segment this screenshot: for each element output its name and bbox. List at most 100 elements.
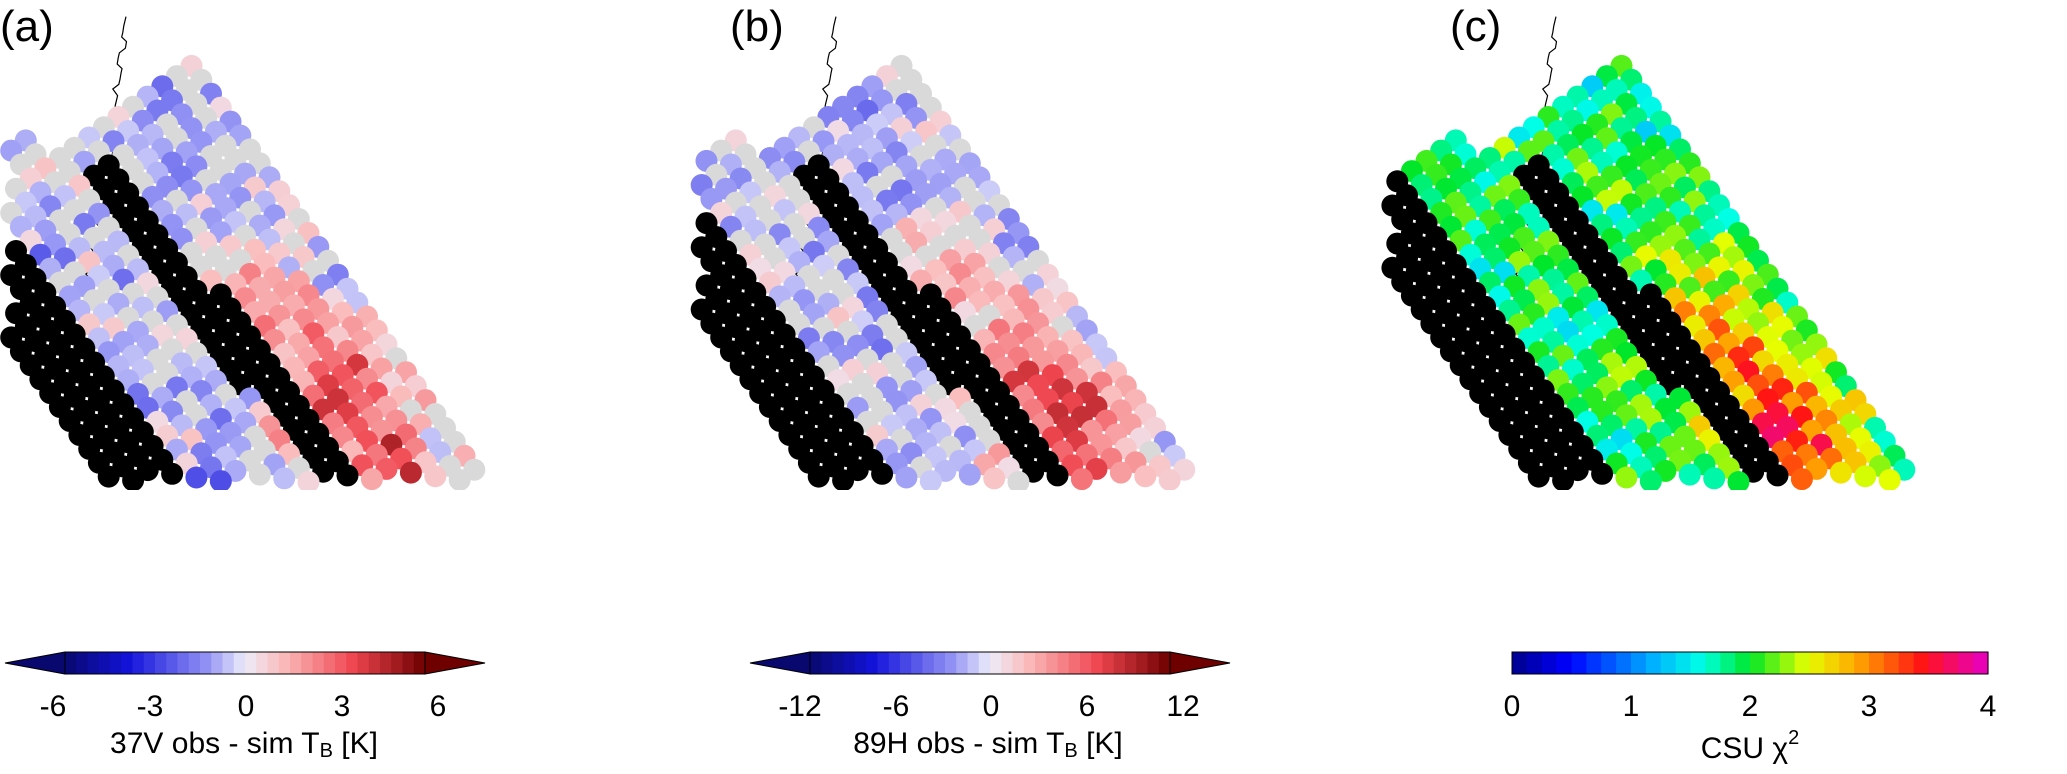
footprint-dot xyxy=(1878,468,1901,490)
footprint-map-a xyxy=(0,16,486,490)
colorbar-segment xyxy=(132,652,145,674)
colorbar-segment xyxy=(110,652,122,674)
colorbar-segment xyxy=(1136,652,1149,674)
colorbar-segment xyxy=(1913,652,1930,674)
colorbar-segment xyxy=(346,652,359,674)
footprint-dot xyxy=(919,470,942,490)
colorbar-segment xyxy=(211,652,224,674)
tick-label: 0 xyxy=(982,690,1000,723)
colorbar-segment xyxy=(267,652,280,674)
footprint-dot xyxy=(1591,462,1614,485)
footprint-map-c xyxy=(1381,16,1916,490)
colorbar-segment xyxy=(1943,652,1959,674)
footprint-map-b xyxy=(690,16,1196,490)
footprint-dot xyxy=(399,461,422,484)
colorbar-segment xyxy=(1869,652,1885,674)
colorbar-segment xyxy=(843,652,856,674)
colorbar-segment xyxy=(1158,652,1171,674)
footprint-dot xyxy=(1134,465,1157,488)
tick-label: -6 xyxy=(882,690,910,723)
tick-label: 2 xyxy=(1741,690,1759,723)
colorbar-segment xyxy=(1898,652,1915,674)
colorbar-segment xyxy=(1645,652,1662,674)
footprint-dot xyxy=(161,462,184,485)
colorbar-segment xyxy=(1764,652,1781,674)
colorbar-segment xyxy=(1046,652,1059,674)
colorbar-segment xyxy=(76,652,89,674)
colorbar-segment xyxy=(335,652,347,674)
footprint-dot xyxy=(1158,468,1181,490)
colorbar-segment xyxy=(188,652,201,674)
footprint-dot xyxy=(97,465,120,488)
colorbar-segment xyxy=(1541,652,1558,674)
colorbar-segment xyxy=(1125,652,1137,674)
colorbar-segment xyxy=(323,652,336,674)
footprint-dot xyxy=(871,462,894,485)
colorbar-segment xyxy=(1839,652,1855,674)
colorbar-segment xyxy=(967,652,980,674)
colorbar-segment xyxy=(1720,652,1736,674)
colorbar-segment xyxy=(245,652,257,674)
colorbar-segment xyxy=(1102,652,1115,674)
colorbar-segment xyxy=(380,652,392,674)
colorbar-b xyxy=(749,651,1231,675)
footprint-dot xyxy=(1678,463,1701,486)
colorbar-segment xyxy=(278,652,291,674)
colorbar-segment xyxy=(1012,652,1025,674)
colorbar-segment xyxy=(1556,652,1573,674)
colorbar-segment xyxy=(1660,652,1677,674)
panel-label-b: (b) xyxy=(730,2,784,51)
colorbar-segment xyxy=(301,652,314,674)
footprint-dot xyxy=(832,469,855,490)
colorbar-segment xyxy=(143,652,156,674)
colorbar-segment xyxy=(1023,652,1036,674)
footprint-dot xyxy=(1854,465,1877,488)
colorbar-segment xyxy=(1586,652,1602,674)
colorbar-outline xyxy=(1511,651,1989,675)
colorbar-segment xyxy=(1928,652,1944,674)
footprint-dot xyxy=(185,466,208,489)
colorbar-segment xyxy=(1809,652,1825,674)
colorbar-segment xyxy=(368,652,381,674)
colorbar-segment xyxy=(1601,652,1617,674)
colorbar-a xyxy=(4,651,486,675)
colorbar-segment xyxy=(1675,652,1692,674)
footprint-dot xyxy=(1639,470,1662,490)
colorbar-segment xyxy=(1035,652,1047,674)
tick-label: 3 xyxy=(333,690,351,723)
colorbar-segment xyxy=(832,652,845,674)
colorbar-segment xyxy=(65,652,77,674)
footprint-dot xyxy=(983,467,1006,490)
colorbar-segment xyxy=(1854,652,1870,674)
colorbar-segment xyxy=(357,652,370,674)
colorbar-segment xyxy=(978,652,991,674)
colorbar-segment xyxy=(233,652,246,674)
footprint-dot xyxy=(1727,471,1750,490)
colorbar-segment xyxy=(810,652,822,674)
colorbar-segment xyxy=(1147,652,1160,674)
colorbar-title-c: CSU χ2 xyxy=(1700,727,1800,765)
colorbar-extend-low xyxy=(749,651,811,675)
colorbar-segment xyxy=(877,652,890,674)
tick-label: 1 xyxy=(1622,690,1640,723)
panel-b: (b) -12 -6 0 6 12 89H obs - sim TB [K] xyxy=(690,0,1380,774)
panel-label-a: (a) xyxy=(0,2,54,51)
footprint-dot xyxy=(297,471,320,490)
footprint-dot xyxy=(1007,471,1030,490)
colorbar-segment xyxy=(1080,652,1092,674)
colorbar-segment xyxy=(222,652,235,674)
panel-label-c: (c) xyxy=(1450,2,1502,51)
footprint-dot xyxy=(1109,461,1132,484)
tick-label: 6 xyxy=(429,690,447,723)
colorbar-segment xyxy=(1113,652,1126,674)
tick-label: 6 xyxy=(1078,690,1096,723)
tick-label: 0 xyxy=(1503,690,1521,723)
colorbar-segment xyxy=(177,652,190,674)
footprint-dot xyxy=(448,468,471,490)
footprint-dot xyxy=(1046,464,1069,487)
colorbar-segment xyxy=(1794,652,1811,674)
panel-a: (a) -6 -3 0 3 6 37V obs - sim TB [K] xyxy=(0,0,690,774)
colorbar-segment xyxy=(312,652,325,674)
tick-label: -3 xyxy=(136,690,164,723)
colorbar-segment xyxy=(1631,652,1647,674)
